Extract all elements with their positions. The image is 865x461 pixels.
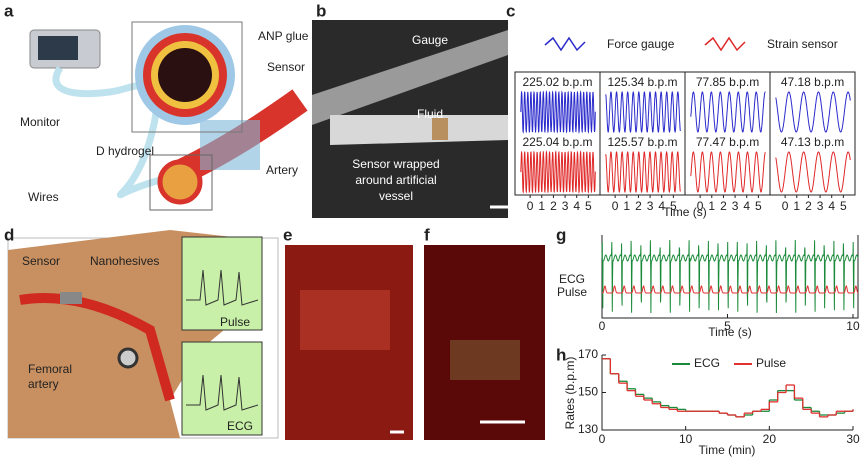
- value-label: 77.47 b.p.m: [696, 135, 759, 149]
- x-tick-label: 0: [612, 199, 619, 213]
- y-tick-label: 150: [578, 385, 598, 399]
- x-tick-label: 0: [599, 319, 606, 333]
- x-tick-label: 1: [623, 199, 630, 213]
- annotation: ECG: [227, 419, 253, 433]
- panel-letter: g: [556, 225, 566, 244]
- x-tick-label: 3: [732, 199, 739, 213]
- x-tick-label: 10: [679, 432, 693, 446]
- x-tick-label: 5: [724, 319, 731, 333]
- x-tick-label: 2: [720, 199, 727, 213]
- x-tick-label: 1: [538, 199, 545, 213]
- x-tick-label: 3: [817, 199, 824, 213]
- x-tick-label: 3: [647, 199, 654, 213]
- value-label: 47.13 b.p.m: [781, 135, 844, 149]
- series-label: Pulse: [557, 285, 587, 299]
- x-tick-label: 4: [743, 199, 750, 213]
- waveform: [690, 151, 766, 193]
- signal: [601, 239, 859, 314]
- series-label: ECG: [559, 272, 585, 286]
- x-tick-label: 3: [562, 199, 569, 213]
- value-label: 77.85 b.p.m: [696, 75, 759, 89]
- x-axis-label: Time (min): [699, 443, 756, 457]
- waveform: [690, 91, 766, 133]
- value-label: 225.02 b.p.m: [522, 75, 592, 89]
- legend-label: Strain sensor: [767, 37, 838, 51]
- x-tick-label: 5: [670, 199, 677, 213]
- annotation: vessel: [379, 189, 413, 203]
- photo-f: [424, 245, 545, 440]
- x-tick-label: 5: [585, 199, 592, 213]
- legend-label: Force gauge: [607, 37, 675, 51]
- value-label: 225.04 b.p.m: [522, 135, 592, 149]
- annotation: Sensor wrapped: [352, 157, 439, 171]
- annotation: Gauge: [412, 33, 448, 47]
- x-tick-label: 1: [708, 199, 715, 213]
- x-axis-label: Time (s): [663, 205, 707, 219]
- panel-letter: h: [556, 345, 566, 364]
- x-tick-label: 4: [828, 199, 835, 213]
- photo-e: [285, 245, 413, 440]
- x-tick-label: 2: [805, 199, 812, 213]
- x-tick-label: 10: [846, 319, 860, 333]
- waveform: [605, 150, 681, 194]
- annotation: D hydrogel: [96, 144, 154, 158]
- annotation: Femoral: [28, 362, 72, 376]
- annotation: around artificial: [355, 173, 436, 187]
- x-tick-label: 1: [793, 199, 800, 213]
- waveform: [775, 151, 851, 193]
- x-tick-label: 5: [840, 199, 847, 213]
- value-label: 125.57 b.p.m: [607, 135, 677, 149]
- waveform: [520, 150, 596, 194]
- legend-label: Pulse: [756, 356, 786, 370]
- legend-label: ECG: [694, 356, 720, 370]
- panel-letter: d: [4, 225, 14, 244]
- legend-swatch: [544, 36, 586, 52]
- legend-swatch: [704, 36, 746, 52]
- x-tick-label: 0: [527, 199, 534, 213]
- waveform: [775, 91, 851, 133]
- annotation: Nanohesives: [90, 254, 159, 268]
- panel-letter: e: [283, 225, 292, 244]
- x-tick-label: 20: [763, 432, 777, 446]
- waveform: [520, 90, 596, 134]
- illustration-d: [7, 230, 279, 439]
- annotation: Artery: [266, 163, 298, 177]
- annotation: Monitor: [20, 115, 60, 129]
- y-axis-label: Rates (b.p.m): [563, 357, 577, 430]
- annotation: Wires: [28, 190, 59, 204]
- panel-letter: f: [424, 225, 430, 244]
- annotation: Sensor: [22, 254, 60, 268]
- annotation: ANP glue: [258, 29, 309, 43]
- panel-letter: a: [4, 1, 14, 20]
- x-tick-label: 30: [846, 432, 860, 446]
- panel-letter: c: [506, 1, 515, 20]
- annotation: artery: [28, 377, 59, 391]
- x-tick-label: 5: [755, 199, 762, 213]
- y-tick-label: 130: [578, 422, 598, 436]
- panel-letter: b: [316, 1, 326, 20]
- x-tick-label: 4: [573, 199, 580, 213]
- x-axis-label: Time (s): [708, 325, 752, 339]
- x-tick-label: 0: [599, 432, 606, 446]
- annotation: Sensor: [267, 60, 305, 74]
- value-label: 125.34 b.p.m: [607, 75, 677, 89]
- x-tick-label: 4: [658, 199, 665, 213]
- signal: [602, 285, 859, 294]
- y-tick-label: 170: [578, 347, 598, 361]
- illustration-a: [29, 21, 308, 211]
- x-tick-label: 2: [550, 199, 557, 213]
- x-tick-label: 2: [635, 199, 642, 213]
- annotation: Pulse: [220, 315, 250, 329]
- value-label: 47.18 b.p.m: [781, 75, 844, 89]
- x-tick-label: 0: [697, 199, 704, 213]
- axes: [601, 355, 853, 431]
- annotation: Fluid: [417, 107, 443, 121]
- x-tick-label: 0: [782, 199, 789, 213]
- waveform: [605, 91, 681, 133]
- photo-b: [312, 20, 512, 218]
